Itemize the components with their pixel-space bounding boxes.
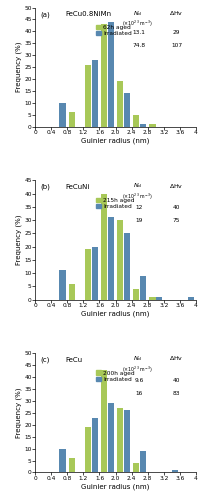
Bar: [101, 370, 107, 472]
Text: ($\times$10$^{23}$ m$^{-3}$): ($\times$10$^{23}$ m$^{-3}$): [121, 364, 152, 375]
Bar: [107, 404, 113, 472]
Bar: [123, 94, 129, 126]
Text: $\Delta$Hv: $\Delta$Hv: [169, 354, 183, 362]
Bar: [91, 60, 97, 126]
Bar: [101, 194, 107, 300]
Text: 40: 40: [172, 378, 180, 382]
X-axis label: Guinier radius (nm): Guinier radius (nm): [81, 138, 149, 144]
Bar: [69, 284, 75, 300]
Text: $N_\mathregular{d}$: $N_\mathregular{d}$: [132, 354, 141, 364]
Text: $N_\mathregular{d}$: $N_\mathregular{d}$: [132, 8, 141, 18]
Bar: [123, 234, 129, 300]
Text: (c): (c): [40, 357, 49, 364]
Bar: [59, 448, 65, 472]
Bar: [123, 410, 129, 472]
Bar: [139, 451, 145, 472]
Bar: [91, 246, 97, 300]
Bar: [85, 64, 91, 126]
Bar: [117, 82, 123, 126]
Bar: [101, 24, 107, 127]
Y-axis label: Frequency (%): Frequency (%): [16, 388, 22, 438]
Legend: 200h aged, Irradiated: 200h aged, Irradiated: [96, 370, 134, 382]
Text: ($\times$10$^{23}$ m$^{-3}$): ($\times$10$^{23}$ m$^{-3}$): [121, 192, 152, 202]
X-axis label: Guinier radius (nm): Guinier radius (nm): [81, 483, 149, 490]
Text: 74.8: 74.8: [132, 44, 145, 49]
Bar: [85, 250, 91, 300]
Bar: [69, 112, 75, 126]
Bar: [187, 297, 193, 300]
Bar: [91, 418, 97, 472]
Text: 107: 107: [170, 44, 181, 49]
Bar: [155, 297, 161, 300]
Text: 40: 40: [172, 205, 180, 210]
Legend: 215h aged, Irradiated: 215h aged, Irradiated: [96, 198, 134, 209]
Text: $\Delta$Hv: $\Delta$Hv: [169, 182, 183, 190]
Bar: [85, 427, 91, 472]
Y-axis label: Frequency (%): Frequency (%): [16, 214, 22, 265]
Text: FeCu: FeCu: [65, 357, 82, 363]
Text: $N_\mathregular{d}$: $N_\mathregular{d}$: [132, 182, 141, 190]
X-axis label: Guinier radius (nm): Guinier radius (nm): [81, 310, 149, 316]
Text: 13.1: 13.1: [132, 30, 145, 35]
Bar: [117, 408, 123, 472]
Legend: 62h aged, Irradiated: 62h aged, Irradiated: [96, 24, 131, 36]
Bar: [107, 22, 113, 127]
Bar: [107, 218, 113, 300]
Text: FeCu0.8NiMn: FeCu0.8NiMn: [65, 11, 111, 17]
Text: 19: 19: [135, 218, 142, 223]
Bar: [171, 470, 177, 472]
Text: 83: 83: [172, 391, 180, 396]
Text: FeCuNi: FeCuNi: [65, 184, 90, 190]
Bar: [149, 297, 155, 300]
Text: 75: 75: [172, 218, 180, 223]
Bar: [59, 103, 65, 126]
Text: ($\times$10$^{23}$ m$^{-3}$): ($\times$10$^{23}$ m$^{-3}$): [121, 19, 152, 29]
Bar: [133, 289, 139, 300]
Bar: [133, 463, 139, 472]
Text: 29: 29: [172, 30, 180, 35]
Text: (b): (b): [40, 184, 50, 190]
Text: (a): (a): [40, 11, 50, 18]
Bar: [149, 124, 155, 126]
Bar: [133, 115, 139, 126]
Text: 12: 12: [135, 205, 142, 210]
Text: 9.6: 9.6: [134, 378, 143, 382]
Bar: [139, 124, 145, 126]
Bar: [59, 270, 65, 300]
Y-axis label: Frequency (%): Frequency (%): [16, 42, 22, 92]
Bar: [139, 276, 145, 299]
Text: $\Delta$Hv: $\Delta$Hv: [169, 8, 183, 16]
Bar: [69, 458, 75, 472]
Text: 16: 16: [135, 391, 142, 396]
Bar: [117, 220, 123, 300]
